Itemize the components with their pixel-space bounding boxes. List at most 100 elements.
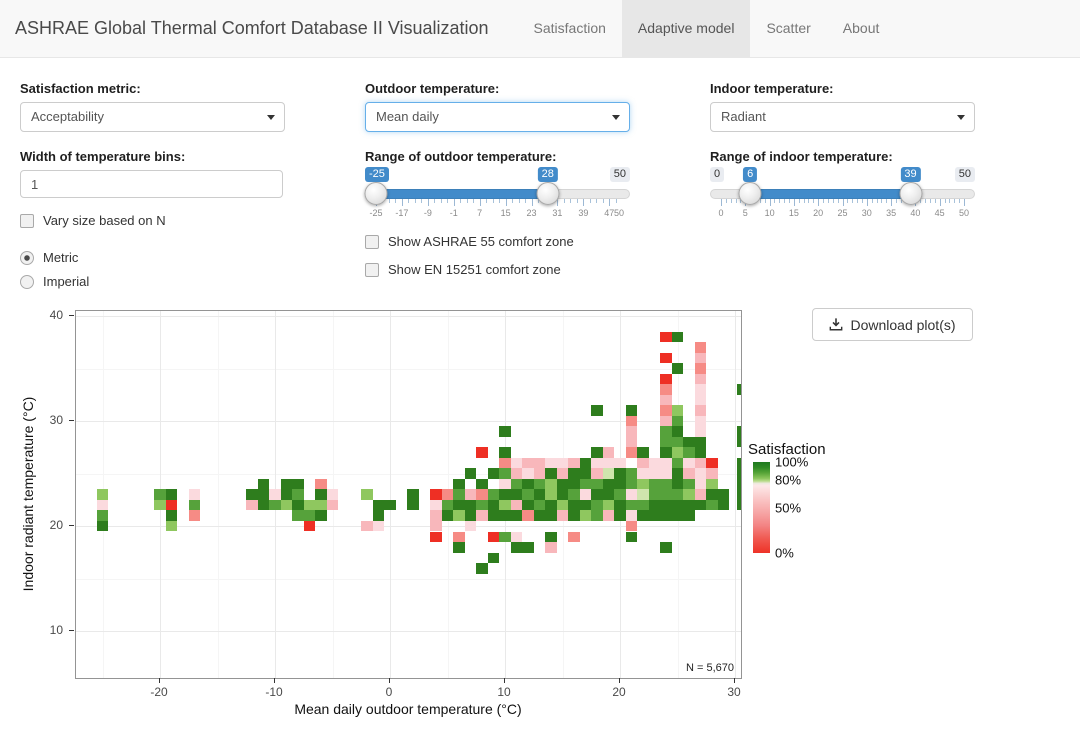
- heatmap-tile: [737, 499, 741, 511]
- indoor-temp-select[interactable]: Radiant: [710, 102, 975, 132]
- slider-tick: [876, 199, 878, 203]
- slider-handle[interactable]: [364, 182, 388, 205]
- slider-tick: [414, 199, 416, 203]
- heatmap-tile: [453, 478, 465, 490]
- slider-tick: [759, 199, 761, 203]
- heatmap-tile: [625, 489, 638, 500]
- heatmap-tile: [246, 489, 258, 500]
- slider-tick-label: -9: [423, 208, 432, 218]
- bin-width-input[interactable]: [20, 170, 283, 198]
- heatmap-tile: [510, 478, 523, 490]
- slider-limit-badge: 50: [609, 167, 630, 182]
- heatmap-tile: [625, 510, 638, 521]
- heatmap-tile: [637, 499, 649, 511]
- slider-tick-label: 20: [813, 208, 824, 218]
- heatmap-tile: [737, 489, 741, 500]
- heatmap-tile: [660, 457, 672, 469]
- heatmap-tile: [694, 447, 707, 458]
- slider-tick: [789, 199, 791, 203]
- heatmap-tile: [568, 531, 580, 542]
- heatmap-tile: [533, 478, 546, 490]
- heatmap-tile: [430, 489, 442, 500]
- slider-tick: [784, 199, 786, 203]
- heatmap-tile: [602, 447, 615, 458]
- y-tick-label: 40: [49, 308, 63, 322]
- heatmap-tile: [614, 478, 626, 490]
- y-axis-tick: [69, 420, 74, 422]
- heatmap-tile: [464, 520, 477, 532]
- heatmap-tile: [660, 415, 672, 427]
- heatmap-tile: [188, 499, 201, 511]
- heatmap-tile: [579, 457, 592, 469]
- y-axis-tick: [69, 525, 74, 527]
- legend: Satisfaction 100% 80% 50% 0%: [748, 441, 858, 561]
- heatmap-tile: [154, 489, 166, 500]
- slider-tick-label: -1: [449, 208, 458, 218]
- legend-tick-label: 100%: [775, 454, 809, 470]
- slider-tick: [886, 199, 888, 203]
- indoor-range-slider[interactable]: 0 5 10 15 20 25 30 35 40 45 50 0 6 39 50: [710, 166, 975, 222]
- outdoor-range-slider[interactable]: -25 -17 -9 -1 7 15 23 31 39 47 50 -25 28 50: [364, 166, 630, 222]
- heatmap-tile: [591, 468, 603, 479]
- heatmap-tile: [303, 520, 316, 532]
- heatmap-tile: [361, 489, 373, 500]
- heatmap-tile: [545, 499, 557, 511]
- slider-tick-label: 31: [552, 208, 563, 218]
- ashrae-zone-checkbox[interactable]: [365, 234, 379, 249]
- tab-satisfaction[interactable]: Satisfaction: [533, 20, 606, 36]
- outdoor-temp-select[interactable]: Mean daily: [365, 102, 630, 132]
- download-plots-button[interactable]: Download plot(s): [812, 308, 973, 341]
- slider-limit-badge: 50: [954, 167, 975, 182]
- heatmap-tile: [694, 478, 707, 490]
- heatmap-tile: [602, 468, 615, 479]
- slider-tick: [929, 199, 931, 203]
- tab-scatter[interactable]: Scatter: [766, 20, 811, 36]
- heatmap-tile: [637, 468, 649, 479]
- en-zone-checkbox-row[interactable]: Show EN 15251 comfort zone: [365, 262, 630, 277]
- slider-tick: [934, 199, 936, 203]
- y-axis-tick: [69, 315, 74, 316]
- indoor-temp-value: Radiant: [721, 109, 766, 124]
- radio-imperial-row[interactable]: Imperial: [20, 274, 285, 289]
- slider-tick: [779, 199, 781, 203]
- vary-size-checkbox[interactable]: [20, 213, 34, 228]
- sample-count-label: N = 5,670: [685, 662, 734, 674]
- heatmap-tile: [671, 447, 684, 458]
- heatmap-tile: [257, 499, 270, 511]
- heatmap-tile: [499, 457, 511, 469]
- radio-imperial[interactable]: [20, 274, 34, 289]
- heatmap-tile: [464, 468, 477, 479]
- slider-tick: [473, 199, 475, 203]
- heatmap-tile: [464, 499, 477, 511]
- heatmap-tile: [165, 510, 178, 521]
- slider-tick: [525, 199, 527, 203]
- gridline-minor: [217, 311, 219, 678]
- heatmap-tile: [269, 489, 281, 500]
- heatmap-tile: [625, 478, 638, 490]
- heatmap-tile: [315, 499, 327, 511]
- heatmap-tile: [694, 342, 707, 353]
- heatmap-tile: [510, 531, 523, 542]
- x-tick-label: 30: [727, 685, 741, 699]
- y-tick-label: 20: [49, 518, 63, 533]
- slider-tick: [944, 199, 946, 203]
- slider-handle[interactable]: [899, 182, 923, 205]
- heatmap-tile: [671, 436, 684, 448]
- radio-metric-row[interactable]: Metric: [20, 250, 285, 265]
- slider-handle[interactable]: [536, 182, 560, 205]
- heatmap-tile: [579, 499, 592, 511]
- satisfaction-metric-select[interactable]: Acceptability: [20, 102, 285, 132]
- vary-size-checkbox-row[interactable]: Vary size based on N: [20, 213, 285, 228]
- ashrae-zone-checkbox-row[interactable]: Show ASHRAE 55 comfort zone: [365, 234, 630, 249]
- slider-handle[interactable]: [738, 182, 762, 205]
- tab-about[interactable]: About: [842, 20, 880, 36]
- heatmap-tile: [625, 499, 638, 511]
- radio-metric[interactable]: [20, 250, 34, 265]
- gridline-minor: [76, 578, 741, 580]
- heatmap-tile: [602, 489, 615, 500]
- x-axis-tick: [619, 678, 620, 683]
- en-zone-checkbox[interactable]: [365, 262, 379, 277]
- tab-adaptive-model[interactable]: Adaptive model: [621, 0, 751, 57]
- slider-tick: [596, 199, 598, 203]
